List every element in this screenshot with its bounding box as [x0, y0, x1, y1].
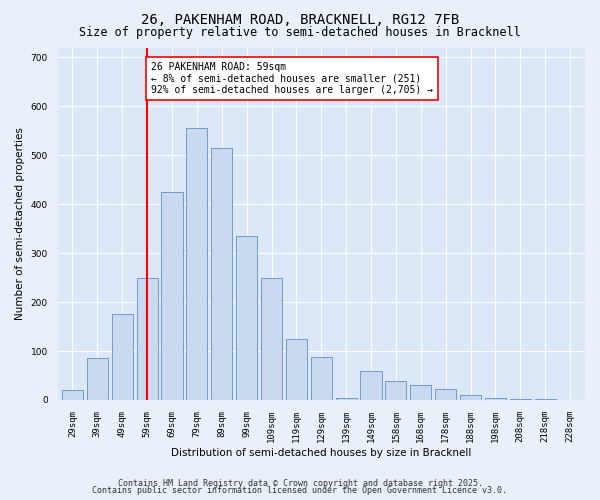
Bar — [510, 399, 531, 400]
Bar — [87, 358, 108, 400]
Text: Contains HM Land Registry data © Crown copyright and database right 2025.: Contains HM Land Registry data © Crown c… — [118, 478, 482, 488]
Bar — [137, 278, 158, 400]
X-axis label: Distribution of semi-detached houses by size in Bracknell: Distribution of semi-detached houses by … — [171, 448, 472, 458]
Bar — [311, 357, 332, 400]
Bar — [435, 389, 456, 400]
Bar — [62, 390, 83, 400]
Bar — [385, 382, 406, 400]
Bar — [112, 314, 133, 400]
Bar — [410, 386, 431, 400]
Text: Contains public sector information licensed under the Open Government Licence v3: Contains public sector information licen… — [92, 486, 508, 495]
Bar — [335, 398, 357, 400]
Bar — [361, 370, 382, 400]
Bar — [286, 339, 307, 400]
Bar — [211, 148, 232, 400]
Bar — [236, 236, 257, 400]
Text: Size of property relative to semi-detached houses in Bracknell: Size of property relative to semi-detach… — [79, 26, 521, 39]
Bar — [261, 278, 282, 400]
Text: 26, PAKENHAM ROAD, BRACKNELL, RG12 7FB: 26, PAKENHAM ROAD, BRACKNELL, RG12 7FB — [141, 12, 459, 26]
Bar — [186, 128, 208, 400]
Bar — [485, 398, 506, 400]
Y-axis label: Number of semi-detached properties: Number of semi-detached properties — [15, 128, 25, 320]
Bar — [161, 192, 182, 400]
Text: 26 PAKENHAM ROAD: 59sqm
← 8% of semi-detached houses are smaller (251)
92% of se: 26 PAKENHAM ROAD: 59sqm ← 8% of semi-det… — [151, 62, 433, 96]
Bar — [460, 395, 481, 400]
